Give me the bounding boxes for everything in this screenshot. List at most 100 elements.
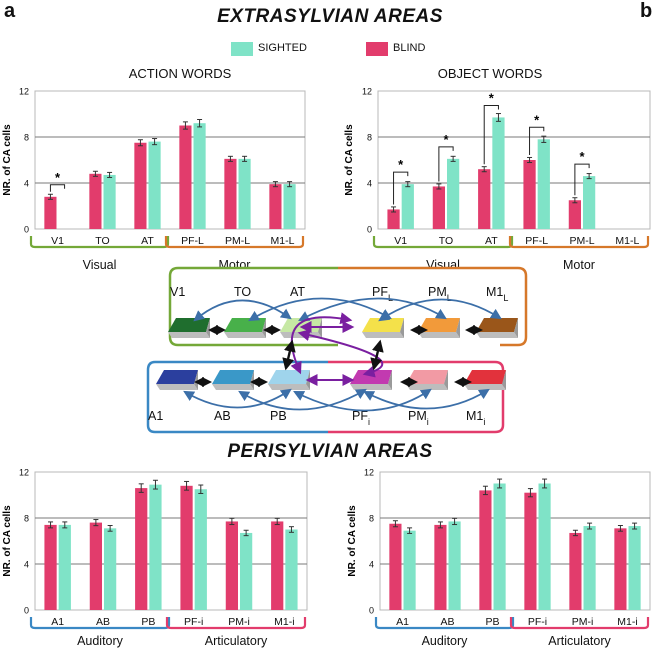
legend-blind-label: BLIND xyxy=(393,42,426,54)
visual-group-outline-bottom xyxy=(168,282,338,347)
node-top xyxy=(362,318,404,332)
group-label: Articulatory xyxy=(205,634,268,648)
node-base xyxy=(350,384,392,390)
x-tick-label: PM-L xyxy=(569,235,594,247)
chart-1: 0 4 8 12 NR. of CA cells V1 TO AT PF-L PM-L M1-L * *… xyxy=(344,87,651,272)
bar-sighted xyxy=(537,139,550,229)
group-brace xyxy=(165,617,307,630)
significance-star: * xyxy=(489,90,495,105)
x-tick-label: PF-i xyxy=(528,616,547,628)
bar-blind xyxy=(271,521,284,610)
bar-blind xyxy=(269,184,282,229)
bar-blind xyxy=(389,523,402,610)
node-base xyxy=(212,384,254,390)
node-label-top: PML xyxy=(428,285,452,303)
node-base xyxy=(476,332,518,338)
bar-blind xyxy=(224,158,237,229)
x-tick-label: PF-i xyxy=(184,616,203,628)
legend-blind-swatch xyxy=(366,42,388,56)
extrasylvian-title: EXTRASYLVIAN AREAS xyxy=(217,6,443,27)
group-brace xyxy=(509,617,650,630)
chart-3: 0 4 8 12 NR. of CA cells A1 AB PB PF-i PM-i M1-i Au… xyxy=(347,468,651,648)
node-top xyxy=(268,370,310,384)
arrow-v1-at xyxy=(193,299,292,322)
y-tick-label: 8 xyxy=(24,514,29,524)
node-label-bottom: PMi xyxy=(408,409,429,427)
x-tick-label: PM-i xyxy=(228,616,250,628)
node-label-bottom: M1i xyxy=(466,409,485,427)
bar-sighted xyxy=(401,184,414,229)
bar-sighted xyxy=(492,117,505,229)
bar-blind xyxy=(135,488,148,610)
bar-blind xyxy=(179,125,192,229)
arrow-at-pb xyxy=(282,339,296,371)
x-tick-label: PB xyxy=(141,616,155,628)
group-brace xyxy=(372,236,514,249)
node-base xyxy=(156,384,198,390)
bar-sighted xyxy=(58,524,71,610)
bar-sighted xyxy=(283,184,296,229)
x-tick-label: PM-L xyxy=(225,235,250,247)
x-tick-label: V1 xyxy=(394,235,407,247)
bar-sighted xyxy=(238,158,251,229)
group-label: Visual xyxy=(83,258,117,272)
y-axis-label: NR. of CA cells xyxy=(2,124,13,196)
y-axis-label: NR. of CA cells xyxy=(344,124,355,196)
y-tick-label: 0 xyxy=(369,606,374,616)
x-tick-label: A1 xyxy=(51,616,64,628)
panel-label-a: a xyxy=(4,0,16,22)
x-tick-label: A1 xyxy=(396,616,409,628)
bar-blind xyxy=(180,485,193,610)
bar-sighted xyxy=(194,489,207,610)
perisylvian-title: PERISYLVIAN AREAS xyxy=(227,441,433,462)
y-tick-label: 12 xyxy=(19,87,29,97)
x-tick-label: AT xyxy=(141,235,154,247)
bar-blind xyxy=(89,522,102,610)
bar-sighted xyxy=(448,521,461,610)
node-m1-i-bottom xyxy=(464,370,506,390)
node-top xyxy=(168,318,210,332)
arrow-a1-pb xyxy=(183,388,292,409)
y-tick-label: 8 xyxy=(369,514,374,524)
x-tick-label: TO xyxy=(439,235,453,247)
node-base xyxy=(406,384,448,390)
node-base xyxy=(362,332,404,338)
group-label: Auditory xyxy=(422,634,469,648)
node-label-top: M1L xyxy=(486,285,508,303)
node-base xyxy=(268,384,310,390)
node-side xyxy=(514,318,518,338)
bar-blind xyxy=(523,160,536,229)
y-tick-label: 4 xyxy=(24,560,29,570)
significance-bracket xyxy=(574,163,590,196)
bar-blind xyxy=(44,196,57,229)
y-tick-label: 4 xyxy=(367,179,372,189)
node-top xyxy=(476,318,518,332)
x-tick-label: M1-L xyxy=(615,235,639,247)
node-side xyxy=(456,318,460,338)
node-side xyxy=(502,370,506,390)
bar-sighted xyxy=(193,123,206,229)
bar-blind xyxy=(225,521,238,610)
x-tick-label: AT xyxy=(485,235,498,247)
chart-2: 0 4 8 12 NR. of CA cells A1 AB PB PF-i PM-i M1-i Au… xyxy=(2,468,308,648)
group-brace xyxy=(508,236,650,249)
y-axis-label: NR. of CA cells xyxy=(347,505,358,577)
object-words-title: OBJECT WORDS xyxy=(437,66,543,81)
chart-frame xyxy=(34,90,306,230)
x-tick-label: PB xyxy=(485,616,499,628)
bar-sighted xyxy=(583,176,596,229)
node-label-bottom: AB xyxy=(214,409,231,423)
node-a1-bottom xyxy=(156,370,198,390)
bar-blind xyxy=(89,173,102,229)
bar-sighted xyxy=(403,530,416,610)
chart-frame xyxy=(377,90,651,230)
bar-sighted xyxy=(538,483,551,610)
bar-blind xyxy=(134,142,147,229)
bar-sighted xyxy=(104,528,117,610)
bar-blind xyxy=(479,490,492,610)
node-side xyxy=(388,370,392,390)
visual-group-outline xyxy=(168,266,338,282)
node-top xyxy=(156,370,198,384)
arrow-ab-pfi xyxy=(238,388,367,411)
